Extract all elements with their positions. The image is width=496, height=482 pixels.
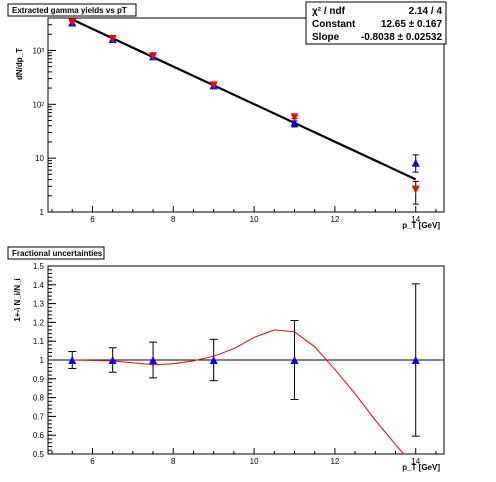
fit-stats-box: χ² / ndf 2.14 / 4 Constant 12.65 ± 0.167…: [305, 1, 447, 45]
top-point-red: [108, 34, 117, 43]
bottom-x-tick-label: 14: [411, 457, 420, 466]
top-y-tick-label: 10²: [32, 100, 44, 109]
top-fit-line: [71, 18, 417, 181]
top-y-tick-label: 1: [40, 208, 45, 217]
top-point-red: [290, 113, 299, 122]
bottom-y-tick-label: 1.1: [33, 337, 45, 346]
top-x-axis-label: p_T [GeV]: [402, 221, 440, 230]
stats-value-constant: 12.65 ± 0.167: [381, 19, 443, 30]
bottom-y-tick-label: 1.4: [33, 281, 45, 290]
bottom-y-tick-label: 0.9: [33, 375, 45, 384]
top-chart: 6 8 10 12 14 1 10 10² 10³ Extracted gamma yields…: [7, 1, 447, 230]
bottom-y-tick-label: 1.3: [33, 300, 45, 309]
top-data-marks: [68, 18, 420, 205]
stats-value-chi2: 2.14 / 4: [409, 6, 443, 17]
top-x-tick-label: 8: [171, 215, 176, 224]
bottom-axes: 6 8 10 12 14 0.5 0.6 0.7 0.8 0.9 1 1.1 1.2 1.3 1.4 1.5: [33, 262, 437, 466]
top-chart-title: Extracted gamma yields vs pT: [12, 6, 127, 15]
stats-label-constant: Constant: [312, 19, 356, 30]
bottom-point-blue: [411, 356, 420, 364]
bottom-y-tick-label: 0.8: [33, 394, 45, 403]
top-plot-frame: [47, 17, 445, 213]
bottom-point-blue: [209, 356, 218, 364]
bottom-data-marks: [68, 283, 420, 437]
top-point-red: [149, 52, 158, 61]
bottom-y-tick-label: 0.5: [33, 450, 45, 459]
bottom-chart-title: Fractional uncertainties: [12, 249, 103, 258]
fit-line: [71, 18, 417, 181]
bottom-y-tick-label: 1.5: [33, 262, 45, 271]
bottom-x-tick-label: 8: [171, 457, 176, 466]
bottom-x-tick-label: 6: [90, 457, 95, 466]
top-y-axis-label: dN/dp_T: [15, 48, 24, 80]
top-y-tick-label: 10³: [32, 46, 44, 55]
top-x-tick-label: 10: [250, 215, 259, 224]
stats-value-slope: -0.8038 ± 0.02532: [361, 32, 443, 43]
bottom-point-blue: [108, 356, 117, 364]
top-point-red: [209, 81, 218, 90]
bottom-point-blue: [149, 356, 158, 364]
bottom-x-tick-label: 10: [250, 457, 259, 466]
bottom-point-blue: [290, 356, 299, 364]
top-point-red: [411, 185, 420, 194]
top-y-tick-label: 10: [35, 154, 44, 163]
bottom-x-axis-label: p_T [GeV]: [402, 463, 440, 472]
bottom-y-axis-label: 1+-\ N_i/N_i: [13, 278, 22, 321]
bottom-red-curve: [72, 329, 404, 455]
top-x-tick-label: 6: [90, 215, 95, 224]
bottom-title-box: Fractional uncertainties: [7, 246, 105, 260]
bottom-y-tick-label: 1.2: [33, 318, 45, 327]
bottom-y-tick-label: 0.7: [33, 412, 45, 421]
top-x-tick-label: 12: [330, 215, 339, 224]
top-point-blue: [290, 118, 299, 127]
top-point-blue: [411, 158, 420, 167]
bottom-point-blue: [68, 356, 77, 364]
bottom-y-tick-label: 0.6: [33, 431, 45, 440]
stats-label-chi2: χ² / ndf: [312, 6, 346, 17]
bottom-y-tick-label: 1: [40, 356, 45, 365]
bottom-chart: 6 8 10 12 140.50.60.70.80.911.11.21.31.41.5 …: [7, 246, 445, 472]
top-axes: 6 8 10 12 14 1 10 10² 10³: [32, 17, 437, 224]
top-title-box: Extracted gamma yields vs pT: [7, 3, 137, 17]
bottom-x-tick-label: 12: [330, 457, 339, 466]
top-point-red: [68, 18, 77, 27]
red-curve: [72, 329, 404, 455]
top-x-tick-label: 14: [411, 215, 420, 224]
stats-label-slope: Slope: [312, 32, 340, 43]
